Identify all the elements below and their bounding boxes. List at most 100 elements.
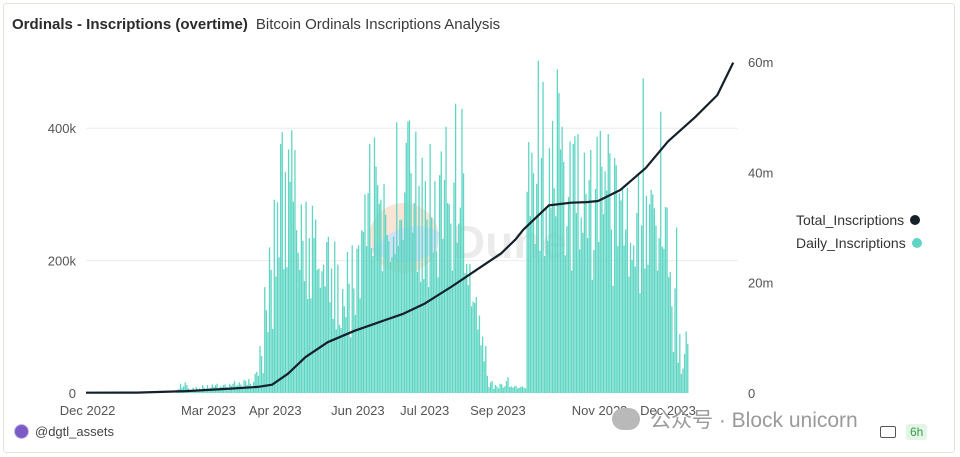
daily-bar[interactable] [287,149,290,393]
daily-bar[interactable] [262,373,264,393]
daily-bar[interactable] [540,157,543,393]
daily-bar[interactable] [264,287,266,393]
daily-bar[interactable] [426,219,428,393]
daily-bar[interactable] [583,152,586,393]
daily-bar[interactable] [501,384,503,393]
daily-bar[interactable] [388,241,390,393]
daily-bar[interactable] [470,306,473,393]
daily-bar[interactable] [620,200,622,393]
daily-bar[interactable] [286,267,288,393]
daily-bar[interactable] [321,271,323,393]
daily-bar[interactable] [634,266,636,393]
daily-bar[interactable] [528,142,530,393]
daily-bar[interactable] [364,194,366,393]
daily-bar[interactable] [217,389,220,393]
daily-bar[interactable] [475,297,477,393]
daily-bar[interactable] [669,271,671,393]
daily-bar[interactable] [474,302,476,393]
daily-bar[interactable] [534,244,536,393]
daily-bar[interactable] [381,271,384,393]
daily-bar[interactable] [612,285,614,393]
daily-bar[interactable] [205,390,207,393]
daily-bar[interactable] [575,212,578,393]
daily-bar[interactable] [631,259,633,393]
daily-bar[interactable] [346,251,349,393]
daily-bar[interactable] [418,185,420,393]
daily-bar[interactable] [295,230,298,393]
daily-bar[interactable] [510,386,512,393]
daily-bar[interactable] [324,286,326,393]
daily-bar[interactable] [315,219,317,393]
daily-bar[interactable] [537,60,539,394]
daily-bar[interactable] [647,264,649,393]
daily-bar[interactable] [294,150,296,393]
daily-bar[interactable] [345,316,347,393]
daily-bar[interactable] [623,245,625,393]
daily-bar[interactable] [241,387,244,393]
daily-bar[interactable] [329,302,331,393]
daily-bar[interactable] [276,202,279,393]
daily-bar[interactable] [666,207,668,393]
daily-bar[interactable] [338,324,341,393]
daily-bar[interactable] [672,351,675,393]
daily-bar[interactable] [370,248,372,393]
daily-bar[interactable] [555,216,557,393]
daily-bar[interactable] [332,318,334,393]
legend-item-total[interactable]: Total_Inscriptions [796,208,922,231]
daily-bar[interactable] [598,242,600,393]
daily-bar[interactable] [488,387,490,393]
daily-bar[interactable] [504,386,506,393]
daily-bar[interactable] [617,246,619,393]
daily-bar[interactable] [435,251,438,393]
daily-bar[interactable] [391,257,393,393]
daily-bar[interactable] [561,126,563,393]
daily-bar[interactable] [464,273,466,393]
daily-bar[interactable] [680,373,683,393]
daily-bar[interactable] [516,388,519,393]
daily-bar[interactable] [361,230,363,393]
daily-bar[interactable] [593,250,595,393]
daily-bar[interactable] [644,268,646,393]
daily-bar[interactable] [577,134,579,393]
legend-item-daily[interactable]: Daily_Inscriptions [796,231,922,254]
daily-bar[interactable] [183,386,185,393]
daily-bar[interactable] [408,120,411,393]
daily-bar[interactable] [548,148,551,393]
daily-bar[interactable] [531,152,533,393]
daily-bar[interactable] [272,328,274,393]
daily-bar[interactable] [685,331,687,393]
daily-bar[interactable] [499,383,501,393]
daily-bar[interactable] [311,205,314,393]
daily-bar[interactable] [310,298,312,393]
daily-bar[interactable] [483,361,485,393]
daily-bar[interactable] [607,134,609,393]
daily-bar[interactable] [257,375,260,393]
daily-bar[interactable] [536,183,538,393]
daily-bar[interactable] [493,389,495,393]
daily-bar[interactable] [553,188,555,393]
daily-bar[interactable] [547,240,549,393]
daily-bar[interactable] [394,253,396,393]
daily-bar[interactable] [415,131,417,393]
daily-bar[interactable] [179,383,182,393]
daily-bar[interactable] [362,232,364,393]
daily-bar[interactable] [550,207,552,393]
daily-bar[interactable] [284,171,287,393]
daily-bar[interactable] [334,241,336,393]
daily-bar[interactable] [377,185,379,393]
daily-bar[interactable] [424,181,427,393]
daily-bar[interactable] [351,245,353,393]
daily-bar[interactable] [496,386,498,393]
daily-bar[interactable] [246,385,248,393]
daily-bar[interactable] [378,203,380,393]
daily-bar[interactable] [397,246,399,393]
daily-bar[interactable] [621,189,624,393]
daily-bar[interactable] [375,166,377,393]
daily-bar[interactable] [513,386,516,393]
daily-bar[interactable] [586,238,589,393]
daily-bar[interactable] [539,250,541,393]
daily-bar[interactable] [615,165,617,393]
daily-bar[interactable] [443,179,446,393]
daily-bar[interactable] [585,193,587,393]
daily-bar[interactable] [459,207,462,393]
